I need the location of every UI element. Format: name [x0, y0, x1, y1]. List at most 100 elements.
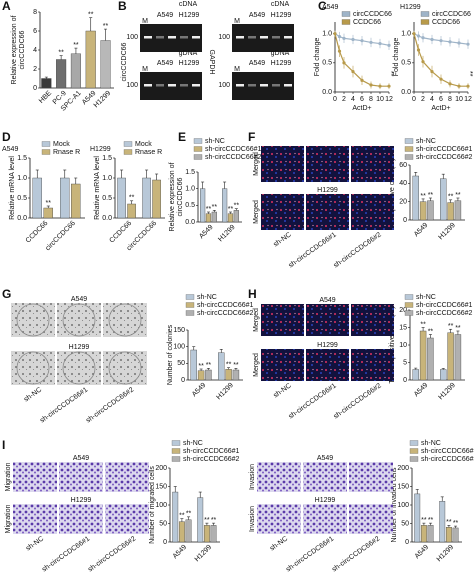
bar — [420, 525, 427, 543]
significance-label: ** — [206, 362, 212, 369]
gel-band — [156, 84, 164, 87]
column-label: sh-circCCDC66#1 — [287, 382, 337, 420]
point — [351, 37, 355, 42]
legend-label: circCCDC66 — [353, 11, 392, 18]
legend-label: sh-circCCDC66#1 — [416, 146, 473, 153]
chart-title: H1299 — [400, 4, 421, 11]
cell-line-label: A549 — [249, 12, 265, 19]
bar — [199, 188, 206, 223]
x-tick-label: 4 — [351, 96, 355, 103]
dish-rim — [108, 303, 142, 337]
gel-band — [168, 36, 176, 39]
x-tick-label: H1299 — [217, 224, 237, 244]
x-axis-label: ActD+ — [431, 105, 450, 112]
y-axis-label: circCCDC66 — [177, 177, 184, 216]
x-tick-label: 12 — [385, 96, 393, 103]
image-tile — [103, 351, 147, 385]
panel-letter: C — [318, 0, 327, 13]
x-tick-label: 2 — [421, 96, 425, 103]
x-tick-label: 0 — [412, 96, 416, 103]
legend-swatch — [404, 302, 414, 308]
x-tick-label: CCDC66 — [108, 220, 133, 245]
column-label: sh-NC — [272, 382, 292, 399]
legend-swatch — [171, 448, 181, 454]
image-tile — [105, 504, 149, 534]
y-tick-label: 5 — [403, 359, 407, 366]
column-label: sh-circCCDC66#1 — [287, 231, 337, 269]
legend-label: sh-circCCDC66#1 — [197, 302, 254, 309]
image-tile — [57, 351, 101, 385]
point — [342, 61, 346, 65]
bar — [211, 211, 217, 223]
significance-label: ** — [129, 195, 135, 202]
y-tick-label: 100 — [155, 502, 167, 509]
legend-swatch — [341, 11, 351, 17]
legend-swatch — [41, 149, 51, 155]
x-tick-label: 4 — [430, 96, 434, 103]
y-tick-label: 10 — [399, 342, 407, 349]
x-tick-label: H1299 — [194, 544, 214, 564]
point — [387, 84, 391, 88]
y-axis-label: Number of migrated cells — [149, 466, 156, 544]
point — [378, 84, 382, 88]
panel-letter: E — [178, 130, 186, 144]
point — [448, 82, 452, 86]
x-tick-label: 10 — [455, 96, 463, 103]
gene-label: GAPDH — [208, 50, 215, 75]
y-axis-label: Relative mRNA level — [9, 156, 16, 220]
row-label: Merged — [253, 200, 260, 224]
gel-title: gDNA — [179, 50, 198, 57]
gel-band — [272, 84, 280, 87]
row-label: Migration — [5, 505, 12, 534]
column-label: sh-NC — [269, 535, 289, 552]
legend-swatch — [341, 19, 351, 25]
legend-label: sh-NC — [416, 294, 436, 301]
gel-title: cDNA — [271, 1, 290, 8]
image-tile — [261, 304, 304, 336]
image-title: H1299 — [317, 187, 338, 194]
y-tick-label: 1.0 — [17, 175, 27, 182]
point — [360, 39, 364, 43]
y-tick-label: 20 — [399, 307, 407, 314]
y-tick-label: 0.0 — [185, 219, 195, 226]
y-tick-label: 1.0 — [322, 31, 332, 38]
y-tick-label: 0.0 — [102, 215, 112, 222]
gel-band — [284, 36, 292, 39]
bar — [232, 369, 240, 381]
legend-label: sh-circCCDC66#2 — [416, 154, 473, 161]
chart-title: A549 — [2, 146, 18, 153]
bar — [221, 188, 228, 223]
y-tick-label: 40 — [399, 180, 407, 187]
legend-swatch — [404, 310, 414, 316]
column-label: sh-NC — [272, 231, 292, 248]
row-label: Merged — [253, 308, 260, 332]
legend-label: sh-circCCDC66#2 — [183, 456, 240, 463]
gene-label: circCCDC66 — [121, 42, 128, 81]
point — [351, 69, 355, 74]
legend-swatch — [171, 456, 181, 462]
image-tile — [13, 462, 57, 492]
marker-label: M — [142, 18, 148, 25]
point — [412, 32, 416, 36]
y-tick-label: 15 — [399, 324, 407, 331]
significance-label: ** — [212, 204, 218, 211]
point — [466, 84, 470, 88]
bar — [41, 78, 52, 89]
significance-label: ** — [228, 206, 234, 213]
legend-swatch — [409, 456, 419, 462]
bar — [85, 30, 96, 89]
bar — [190, 349, 197, 381]
image-tile — [59, 462, 103, 492]
gel-band — [248, 36, 256, 39]
size-label: 100 — [126, 34, 138, 41]
image-tile — [261, 194, 304, 230]
row-label: Invasion — [249, 464, 256, 490]
y-tick-label: 100 — [397, 502, 409, 509]
bar — [152, 179, 161, 219]
legend-label: CCDC66 — [432, 19, 460, 26]
point — [466, 42, 470, 46]
gel-band — [180, 36, 188, 39]
significance-label: ** — [446, 519, 452, 526]
point — [421, 36, 425, 40]
bar — [197, 370, 205, 381]
